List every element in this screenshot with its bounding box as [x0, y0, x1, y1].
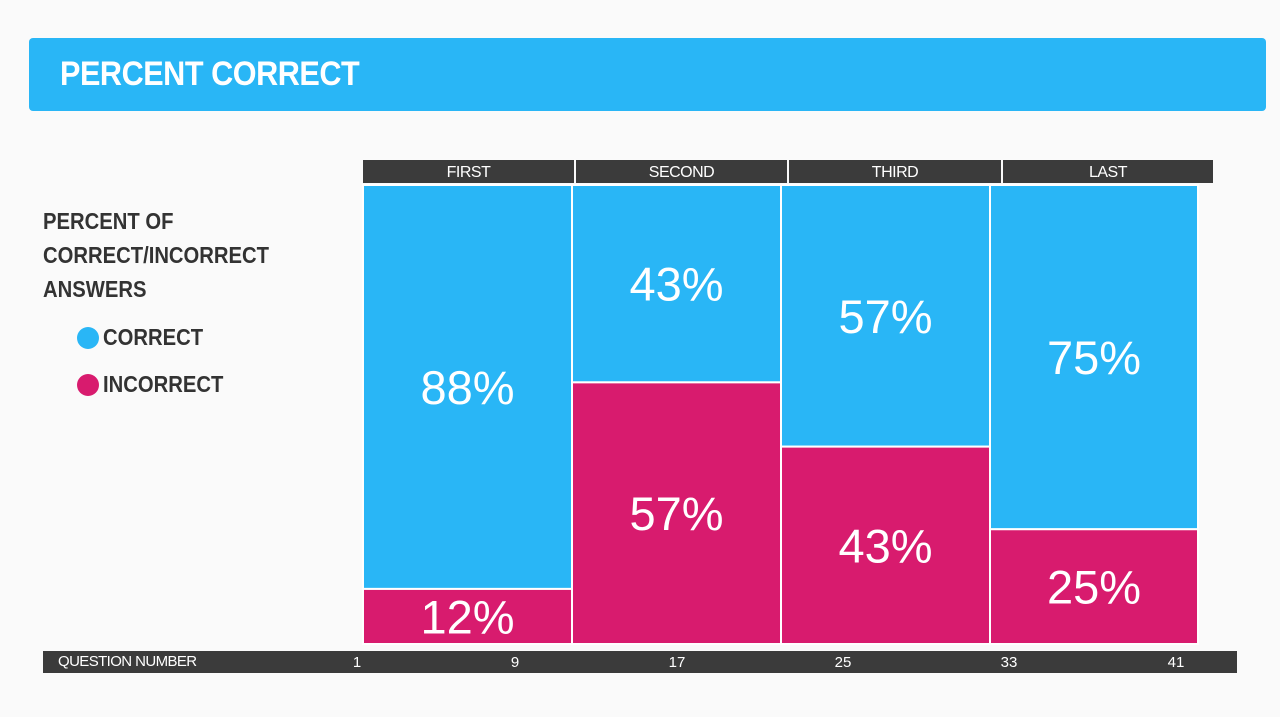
legend-swatch-incorrect — [77, 373, 99, 396]
bar-correct-third — [780, 184, 991, 448]
x-axis-label: QUESTION NUMBER — [58, 653, 197, 670]
legend-label-correct: CORRECT — [103, 324, 204, 350]
bar-incorrect-first — [362, 587, 573, 645]
legend-swatch-correct — [77, 326, 99, 349]
data-label-correct-first: 88% — [420, 361, 514, 414]
category-label-first: FIRST — [447, 164, 491, 181]
x-tick-label-33: 33 — [1001, 654, 1018, 671]
data-label-incorrect-third: 43% — [838, 519, 932, 572]
x-tick-label-41: 41 — [1168, 654, 1185, 671]
page-title: PERCENT CORRECT — [60, 55, 360, 93]
legend-title: PERCENT OF CORRECT/INCORRECT ANSWERS — [43, 208, 270, 302]
data-label-correct-second: 43% — [629, 258, 723, 311]
category-label-third: THIRD — [872, 164, 918, 181]
category-header-last — [1003, 160, 1213, 183]
bar-incorrect-third — [780, 445, 991, 645]
data-label-incorrect-first: 12% — [420, 590, 514, 643]
legend-item-incorrect: INCORRECT — [77, 371, 240, 398]
x-tick-label-1: 1 — [353, 654, 361, 671]
category-label-last: LAST — [1089, 164, 1128, 181]
legend-label-incorrect: INCORRECT — [103, 371, 224, 397]
category-header-third — [789, 160, 1001, 183]
data-label-incorrect-second: 57% — [629, 487, 723, 540]
bar-correct-first — [362, 184, 573, 590]
category-header-first — [363, 160, 574, 183]
x-tick-label-9: 9 — [511, 654, 519, 671]
category-header-second — [576, 160, 787, 183]
bar-incorrect-last — [989, 528, 1199, 645]
legend-item-correct: CORRECT — [77, 324, 217, 351]
category-label-second: SECOND — [649, 164, 714, 181]
title-bar: PERCENT CORRECT — [29, 38, 1266, 111]
data-label-correct-last: 75% — [1047, 331, 1141, 384]
x-axis-band: QUESTION NUMBER — [43, 651, 1237, 673]
data-label-incorrect-last: 25% — [1047, 561, 1141, 614]
data-label-correct-third: 57% — [838, 290, 932, 343]
x-tick-label-17: 17 — [669, 654, 686, 671]
x-tick-label-25: 25 — [835, 654, 852, 671]
bar-correct-last — [989, 184, 1199, 531]
